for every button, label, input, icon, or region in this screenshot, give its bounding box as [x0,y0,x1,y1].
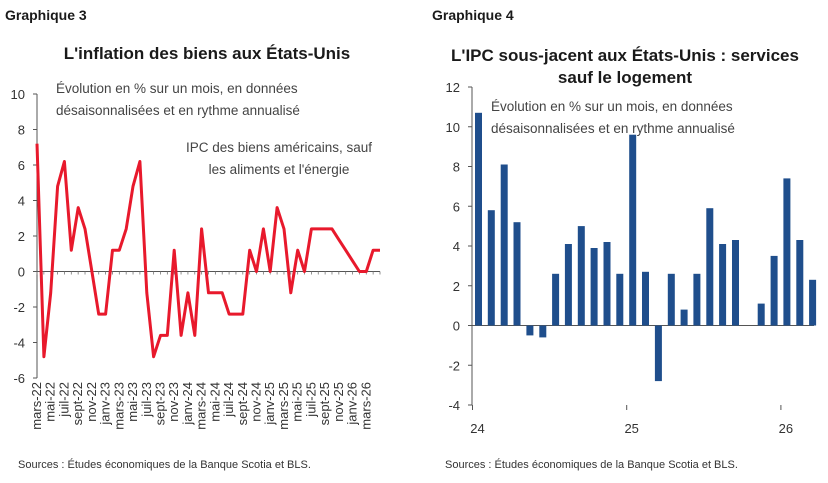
bar [783,178,791,326]
bar-chart: 12 10 8 6 4 2 0 -2 -4 24 25 26 Évolution en % sur un… [446,80,817,436]
bar [539,325,547,338]
chart-panel-right: Graphique 4 L'IPC sous-jacent aux États-… [414,0,828,483]
y-tick-label: 12 [446,80,460,95]
y-tick-label: 8 [453,160,460,175]
x-tick-label: nov-24 [249,382,264,422]
bar [616,273,624,326]
y-tick-label: 10 [446,120,460,135]
y-tick-label: -2 [448,358,460,373]
graph-number-label: Graphique 4 [432,7,514,23]
source-note: Sources : Études économiques de la Banqu… [18,459,311,471]
chart-subtitle: désaisonnalisées et en rythme annualisé [491,121,735,136]
x-tick-label: sept-25 [317,382,332,425]
bar [513,222,521,326]
y-tick-label: 0 [453,319,460,334]
bar [564,244,572,326]
chart-subtitle: désaisonnalisées et en rythme annualisé [56,103,300,118]
x-tick-label: mars-22 [29,382,44,430]
y-tick-label: 6 [453,199,460,214]
bar [719,244,727,326]
x-tick-label: mars-26 [358,382,373,430]
bar [552,273,560,326]
chart-subtitle: Évolution en % sur un mois, en données [56,81,298,96]
bar [693,273,701,326]
y-tick-label: -6 [13,371,25,386]
x-tick-label: janv-23 [98,382,113,426]
bar [796,240,804,326]
bar [809,279,817,326]
x-tick-label: mai-23 [125,382,140,422]
bar [577,226,585,326]
x-tick-label: janv-26 [345,382,360,426]
x-tick-label: mai-22 [43,382,58,422]
bar [603,242,611,326]
chart-panel-left: Graphique 3 L'inflation des biens aux Ét… [5,7,381,471]
bar [500,164,508,326]
x-tick-label: nov-25 [331,382,346,422]
y-tick-label: 2 [453,279,460,294]
x-tick-label: mai-25 [290,382,305,422]
chart-subtitle: Évolution en % sur un mois, en données [491,99,733,114]
y-tick-label: -2 [13,300,25,315]
x-tick-label: mai-24 [207,382,222,422]
y-tick-label: 2 [18,229,25,244]
bar [629,134,637,326]
x-tick-label: mars-24 [194,382,209,430]
bar [590,248,598,326]
y-tick-label: 8 [18,123,25,138]
y-tick-label: 4 [18,194,25,209]
source-note: Sources : Études économiques de la Banqu… [445,459,738,471]
x-tick-label: janv-25 [262,382,277,426]
x-tick-label: juil-22 [56,382,71,418]
y-tick-label: -4 [448,398,460,413]
x-tick-label: mars-25 [276,382,291,430]
y-tick-label: -4 [13,336,25,351]
y-tick-label: 4 [453,239,460,254]
bar [706,208,714,326]
chart-title-line: sauf le logement [557,68,693,87]
series-label: IPC des biens américains, sauf [186,140,372,155]
x-tick-label: mars-23 [111,382,126,430]
graph-number-label: Graphique 3 [5,7,87,23]
chart-title: L'IPC sous-jacent aux États-Unis : servi… [418,45,828,89]
x-tick-label: sept-22 [70,382,85,425]
x-tick-label: juil-23 [139,382,154,418]
series-line [35,143,380,359]
chart-title: L'inflation des biens aux États-Unis [63,44,351,63]
x-tick-label: nov-22 [84,382,99,422]
x-tick-label: nov-23 [166,382,181,422]
y-tick-label: 6 [18,158,25,173]
bar [680,309,688,326]
x-tick-label: sept-24 [235,382,250,425]
bar [642,271,649,326]
bar [757,303,765,326]
x-tick-label: 24 [470,421,484,436]
bar [667,273,675,326]
bar [654,325,662,382]
x-tick-label: sept-23 [152,382,167,425]
bar [475,112,482,326]
x-tick-label: 26 [779,421,793,436]
series-label: les aliments et l'énergie [209,162,350,177]
chart-title-line: L'IPC sous-jacent aux États-Unis : servi… [451,46,799,65]
y-tick-label: 10 [11,87,25,102]
bar [526,325,534,336]
bar [487,210,495,326]
x-tick-label: 25 [624,421,638,436]
y-tick-label: 0 [18,265,25,280]
bar [770,255,778,326]
x-tick-label: janv-24 [180,382,195,426]
bar [732,240,739,326]
x-tick-label: juil-24 [221,382,236,418]
x-tick-label: juil-25 [303,382,318,418]
line-chart: 10 8 6 4 2 0 -2 -4 -6 mars-22mai-22juil-22sept-22… [11,81,381,430]
